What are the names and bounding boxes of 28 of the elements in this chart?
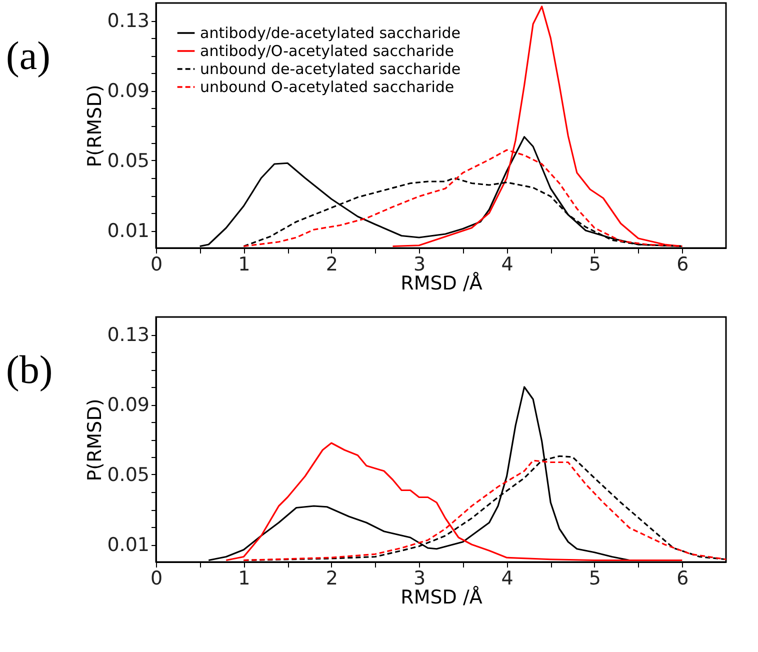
- y-tick-label: 0.09: [107, 80, 150, 102]
- y-tick-label: 0.05: [107, 464, 150, 486]
- x-tick-label: 6: [676, 254, 689, 276]
- legend-label: antibody/O-acetylated saccharide: [200, 42, 454, 60]
- x-tick-label: 1: [238, 568, 250, 590]
- y-axis-title: P(RMSD): [84, 398, 106, 482]
- y-axis-title: P(RMSD): [84, 84, 106, 168]
- y-tick-label: 0.09: [107, 394, 150, 416]
- y-tick-label: 0.13: [107, 324, 150, 346]
- x-tick-label: 5: [588, 254, 602, 276]
- legend-label: unbound O-acetylated saccharide: [200, 78, 454, 96]
- x-tick-label: 1: [238, 254, 250, 276]
- x-tick-label: 0: [150, 254, 163, 276]
- x-tick-label: 2: [326, 254, 338, 276]
- y-tick-label: 0.01: [107, 220, 150, 242]
- y-tick-label: 0.13: [107, 10, 150, 32]
- x-tick-label: 4: [501, 254, 514, 276]
- x-tick-label: 6: [676, 568, 689, 590]
- text: (b): [6, 347, 53, 392]
- y-tick-label: 0.01: [107, 534, 150, 556]
- x-tick-label: 4: [501, 568, 514, 590]
- legend-label: antibody/de-acetylated saccharide: [200, 24, 461, 42]
- x-tick-label: 5: [588, 568, 602, 590]
- legend-label: unbound de-acetylated saccharide: [200, 60, 461, 78]
- text: (a): [6, 33, 50, 78]
- x-tick-label: 0: [150, 568, 163, 590]
- y-tick-label: 0.05: [107, 150, 150, 172]
- x-tick-label: 2: [326, 568, 338, 590]
